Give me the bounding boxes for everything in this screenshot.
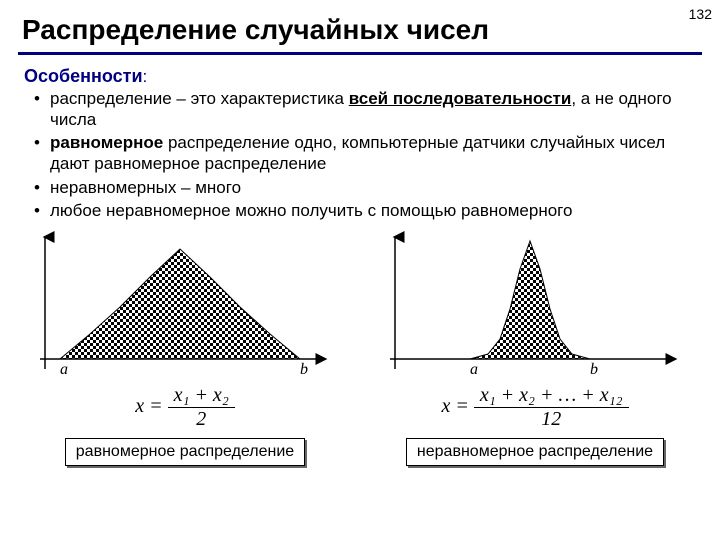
content-block: Особенности: распределение – это характе… [0, 65, 720, 221]
figures-row: a b x = x₁ + x₂2 равномерное распределен… [0, 229, 720, 466]
list-item: равномерное распределение одно, компьюте… [50, 132, 696, 175]
right-chart: a b [380, 229, 690, 379]
page-title: Распределение случайных чисел [0, 0, 720, 48]
right-caption: неравномерное распределение [406, 438, 664, 466]
heading-text: Особенности [24, 66, 143, 86]
left-figure: a b x = x₁ + x₂2 равномерное распределен… [30, 229, 340, 466]
page-number: 132 [689, 6, 712, 22]
a-label: a [470, 361, 478, 379]
left-formula: x = x₁ + x₂2 [30, 385, 340, 430]
title-underline [18, 52, 702, 55]
list-item: неравномерных – много [50, 177, 696, 198]
b-label: b [300, 361, 308, 379]
right-formula: x = x₁ + x₂ + … + x₁₂12 [380, 385, 690, 430]
list-item: любое неравномерное можно получить с пом… [50, 200, 696, 221]
right-figure: a b x = x₁ + x₂ + … + x₁₂12 неравномерно… [380, 229, 690, 466]
bullet-list: распределение – это характеристика всей … [24, 88, 696, 222]
left-caption: равномерное распределение [65, 438, 305, 466]
left-chart: a b [30, 229, 340, 379]
features-heading: Особенности: [24, 65, 696, 88]
distribution-chart-icon [30, 229, 330, 379]
list-item: распределение – это характеристика всей … [50, 88, 696, 131]
a-label: a [60, 361, 68, 379]
distribution-chart-icon [380, 229, 680, 379]
b-label: b [590, 361, 598, 379]
